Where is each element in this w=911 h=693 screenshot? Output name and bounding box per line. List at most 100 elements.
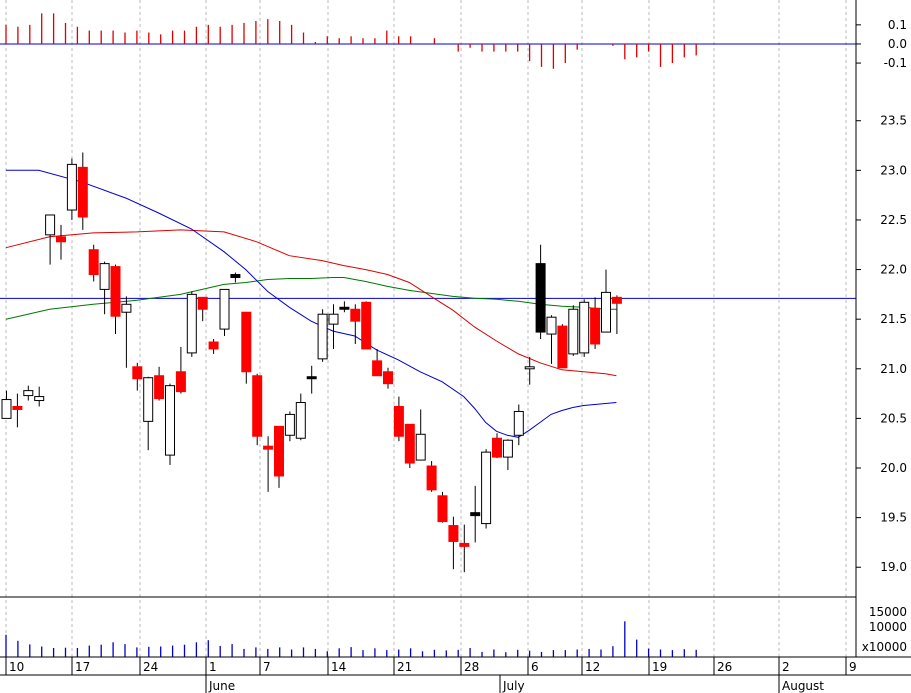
candle-body bbox=[186, 293, 197, 354]
candle-body bbox=[208, 341, 219, 350]
candle-body bbox=[56, 236, 66, 243]
indicator-tick-label: 0.1 bbox=[888, 18, 907, 32]
candle-body bbox=[415, 433, 426, 461]
volume-unit-label: x10000 bbox=[862, 640, 907, 654]
candle bbox=[535, 244, 546, 340]
candle bbox=[12, 393, 23, 428]
candle bbox=[393, 396, 404, 442]
candle bbox=[66, 158, 77, 220]
candle bbox=[45, 214, 56, 265]
candle-body bbox=[372, 360, 383, 377]
candle-body bbox=[230, 274, 241, 279]
candle bbox=[448, 516, 459, 570]
candle-body bbox=[143, 377, 154, 422]
candle bbox=[110, 264, 121, 335]
candle-body bbox=[317, 313, 328, 360]
candle-body bbox=[99, 263, 110, 290]
candle bbox=[143, 376, 154, 451]
date-tick-label: 28 bbox=[464, 660, 479, 674]
candle bbox=[470, 485, 481, 543]
panel-frames bbox=[0, 0, 911, 676]
candle-body bbox=[492, 437, 502, 458]
price-tick-label: 23.5 bbox=[880, 114, 907, 128]
candle bbox=[590, 297, 601, 349]
candle-body bbox=[219, 288, 230, 330]
candle bbox=[219, 288, 230, 337]
candle bbox=[154, 366, 165, 401]
month-label: July bbox=[502, 679, 525, 693]
candle bbox=[579, 299, 590, 357]
price-tick-label: 20.0 bbox=[880, 461, 907, 475]
indicator-tick-label: 0.0 bbox=[888, 37, 907, 51]
candle bbox=[252, 373, 263, 446]
candle-body bbox=[306, 376, 317, 380]
candle bbox=[230, 272, 241, 283]
candle-body bbox=[23, 390, 34, 397]
candle bbox=[56, 224, 66, 260]
candle bbox=[208, 339, 219, 354]
candle bbox=[317, 309, 328, 362]
candle-body bbox=[393, 405, 404, 437]
candle-body bbox=[34, 396, 45, 402]
price-tick-label: 22.0 bbox=[880, 263, 907, 277]
moving-average-short bbox=[6, 169, 617, 438]
price-tick-label: 19.5 bbox=[880, 511, 907, 525]
candle-body bbox=[110, 266, 121, 317]
candle bbox=[546, 315, 557, 364]
price-tick-label: 22.5 bbox=[880, 213, 907, 227]
candle-body bbox=[535, 263, 546, 333]
candle-body bbox=[328, 313, 339, 325]
candle-body bbox=[404, 423, 415, 464]
candle-body bbox=[339, 306, 350, 310]
candle bbox=[165, 383, 175, 466]
candle-body bbox=[284, 413, 295, 436]
candle bbox=[513, 404, 524, 446]
price-tick-label: 21.0 bbox=[880, 362, 907, 376]
candle bbox=[295, 393, 306, 441]
candle-body bbox=[568, 308, 579, 355]
candle bbox=[601, 269, 611, 333]
candle-body bbox=[154, 375, 165, 400]
candle bbox=[502, 439, 513, 470]
candle bbox=[132, 362, 143, 391]
candle bbox=[404, 423, 415, 469]
date-tick-label: 9 bbox=[849, 660, 857, 674]
candle-body bbox=[175, 371, 186, 393]
indicator-tick-label: -0.1 bbox=[884, 56, 907, 70]
candle bbox=[241, 311, 252, 384]
candle bbox=[77, 152, 88, 230]
moving-average-mid bbox=[5, 229, 617, 377]
date-tick-label: 7 bbox=[263, 660, 271, 674]
candle bbox=[568, 305, 579, 356]
candle bbox=[415, 409, 426, 461]
candle-body bbox=[502, 439, 513, 458]
vertical-grid bbox=[5, 0, 847, 657]
date-tick-label: 12 bbox=[585, 660, 600, 674]
price-tick-label: 23.0 bbox=[880, 163, 907, 177]
candle bbox=[350, 304, 361, 344]
candle bbox=[611, 295, 622, 335]
candle-body bbox=[241, 311, 252, 373]
candle bbox=[284, 411, 295, 442]
candle-body bbox=[274, 425, 284, 477]
date-tick-label: 21 bbox=[397, 660, 412, 674]
date-tick-label: 24 bbox=[143, 660, 158, 674]
candle bbox=[383, 367, 393, 389]
price-panel bbox=[0, 152, 856, 573]
date-tick-label: 14 bbox=[331, 660, 346, 674]
candle bbox=[88, 244, 99, 282]
candle bbox=[1, 390, 12, 419]
candle bbox=[186, 291, 197, 357]
candle bbox=[23, 385, 34, 401]
volume-tick-label: 10000 bbox=[869, 620, 907, 634]
candle-body bbox=[350, 308, 361, 322]
candle-body bbox=[132, 366, 143, 380]
candle bbox=[481, 449, 492, 529]
candle bbox=[328, 304, 339, 349]
candle-body bbox=[361, 301, 372, 350]
candle-body bbox=[459, 542, 470, 547]
candle bbox=[339, 301, 350, 313]
candle bbox=[121, 296, 132, 368]
price-tick-label: 21.5 bbox=[880, 312, 907, 326]
date-tick-label: 1 bbox=[209, 660, 217, 674]
